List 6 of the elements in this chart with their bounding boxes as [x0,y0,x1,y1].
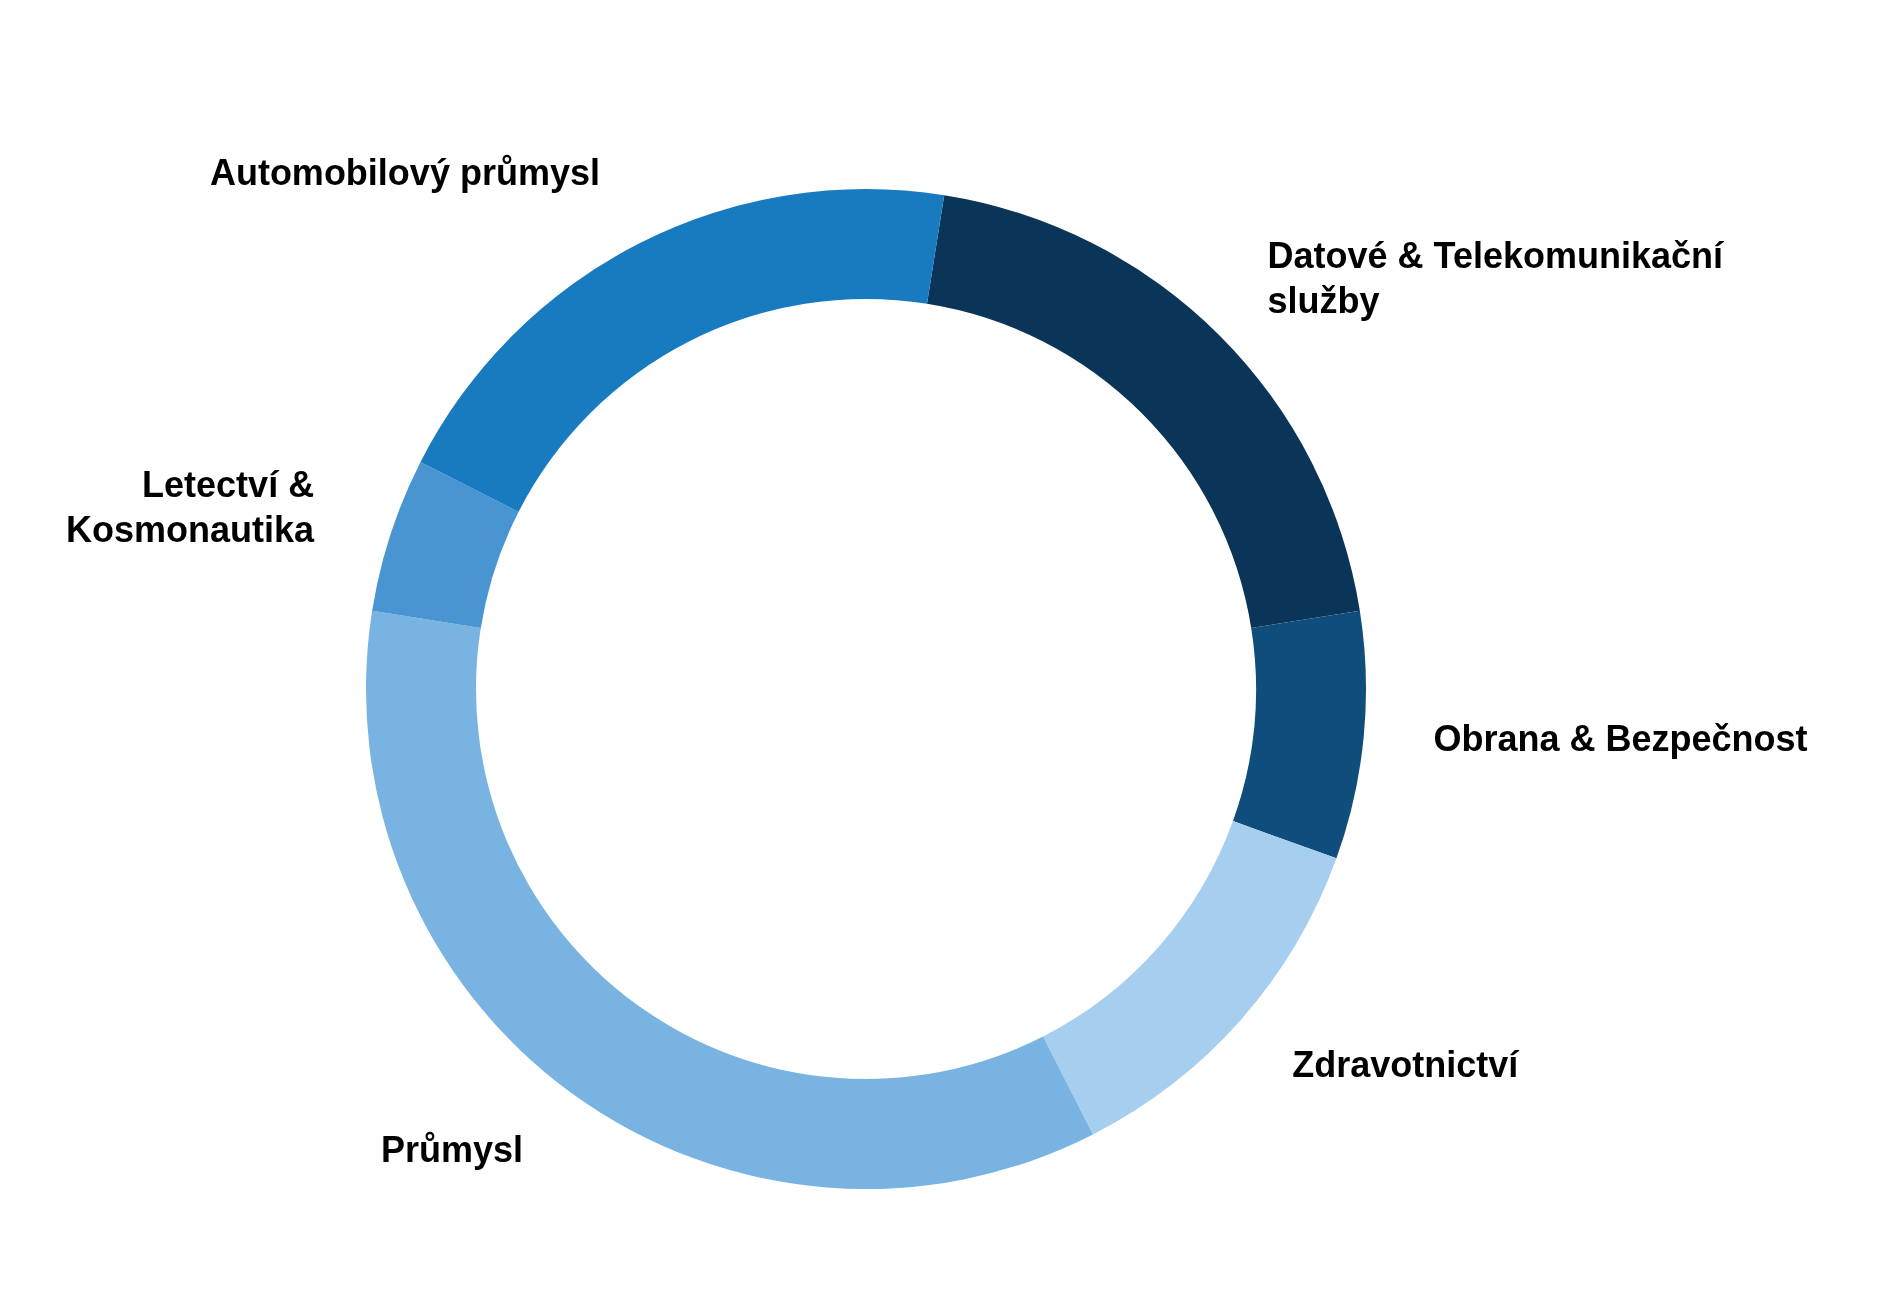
slice-label: Letectví & Kosmonautika [66,463,316,550]
slice-label: Průmysl [380,1128,524,1170]
slice-label: Datové & Telekomunikační služby [1267,234,1725,321]
slice-label: Obrana & Bezpečnost [1433,717,1808,759]
slice-label: Zdravotnictví [1292,1043,1520,1085]
slice-label: Automobilový průmysl [209,151,600,193]
